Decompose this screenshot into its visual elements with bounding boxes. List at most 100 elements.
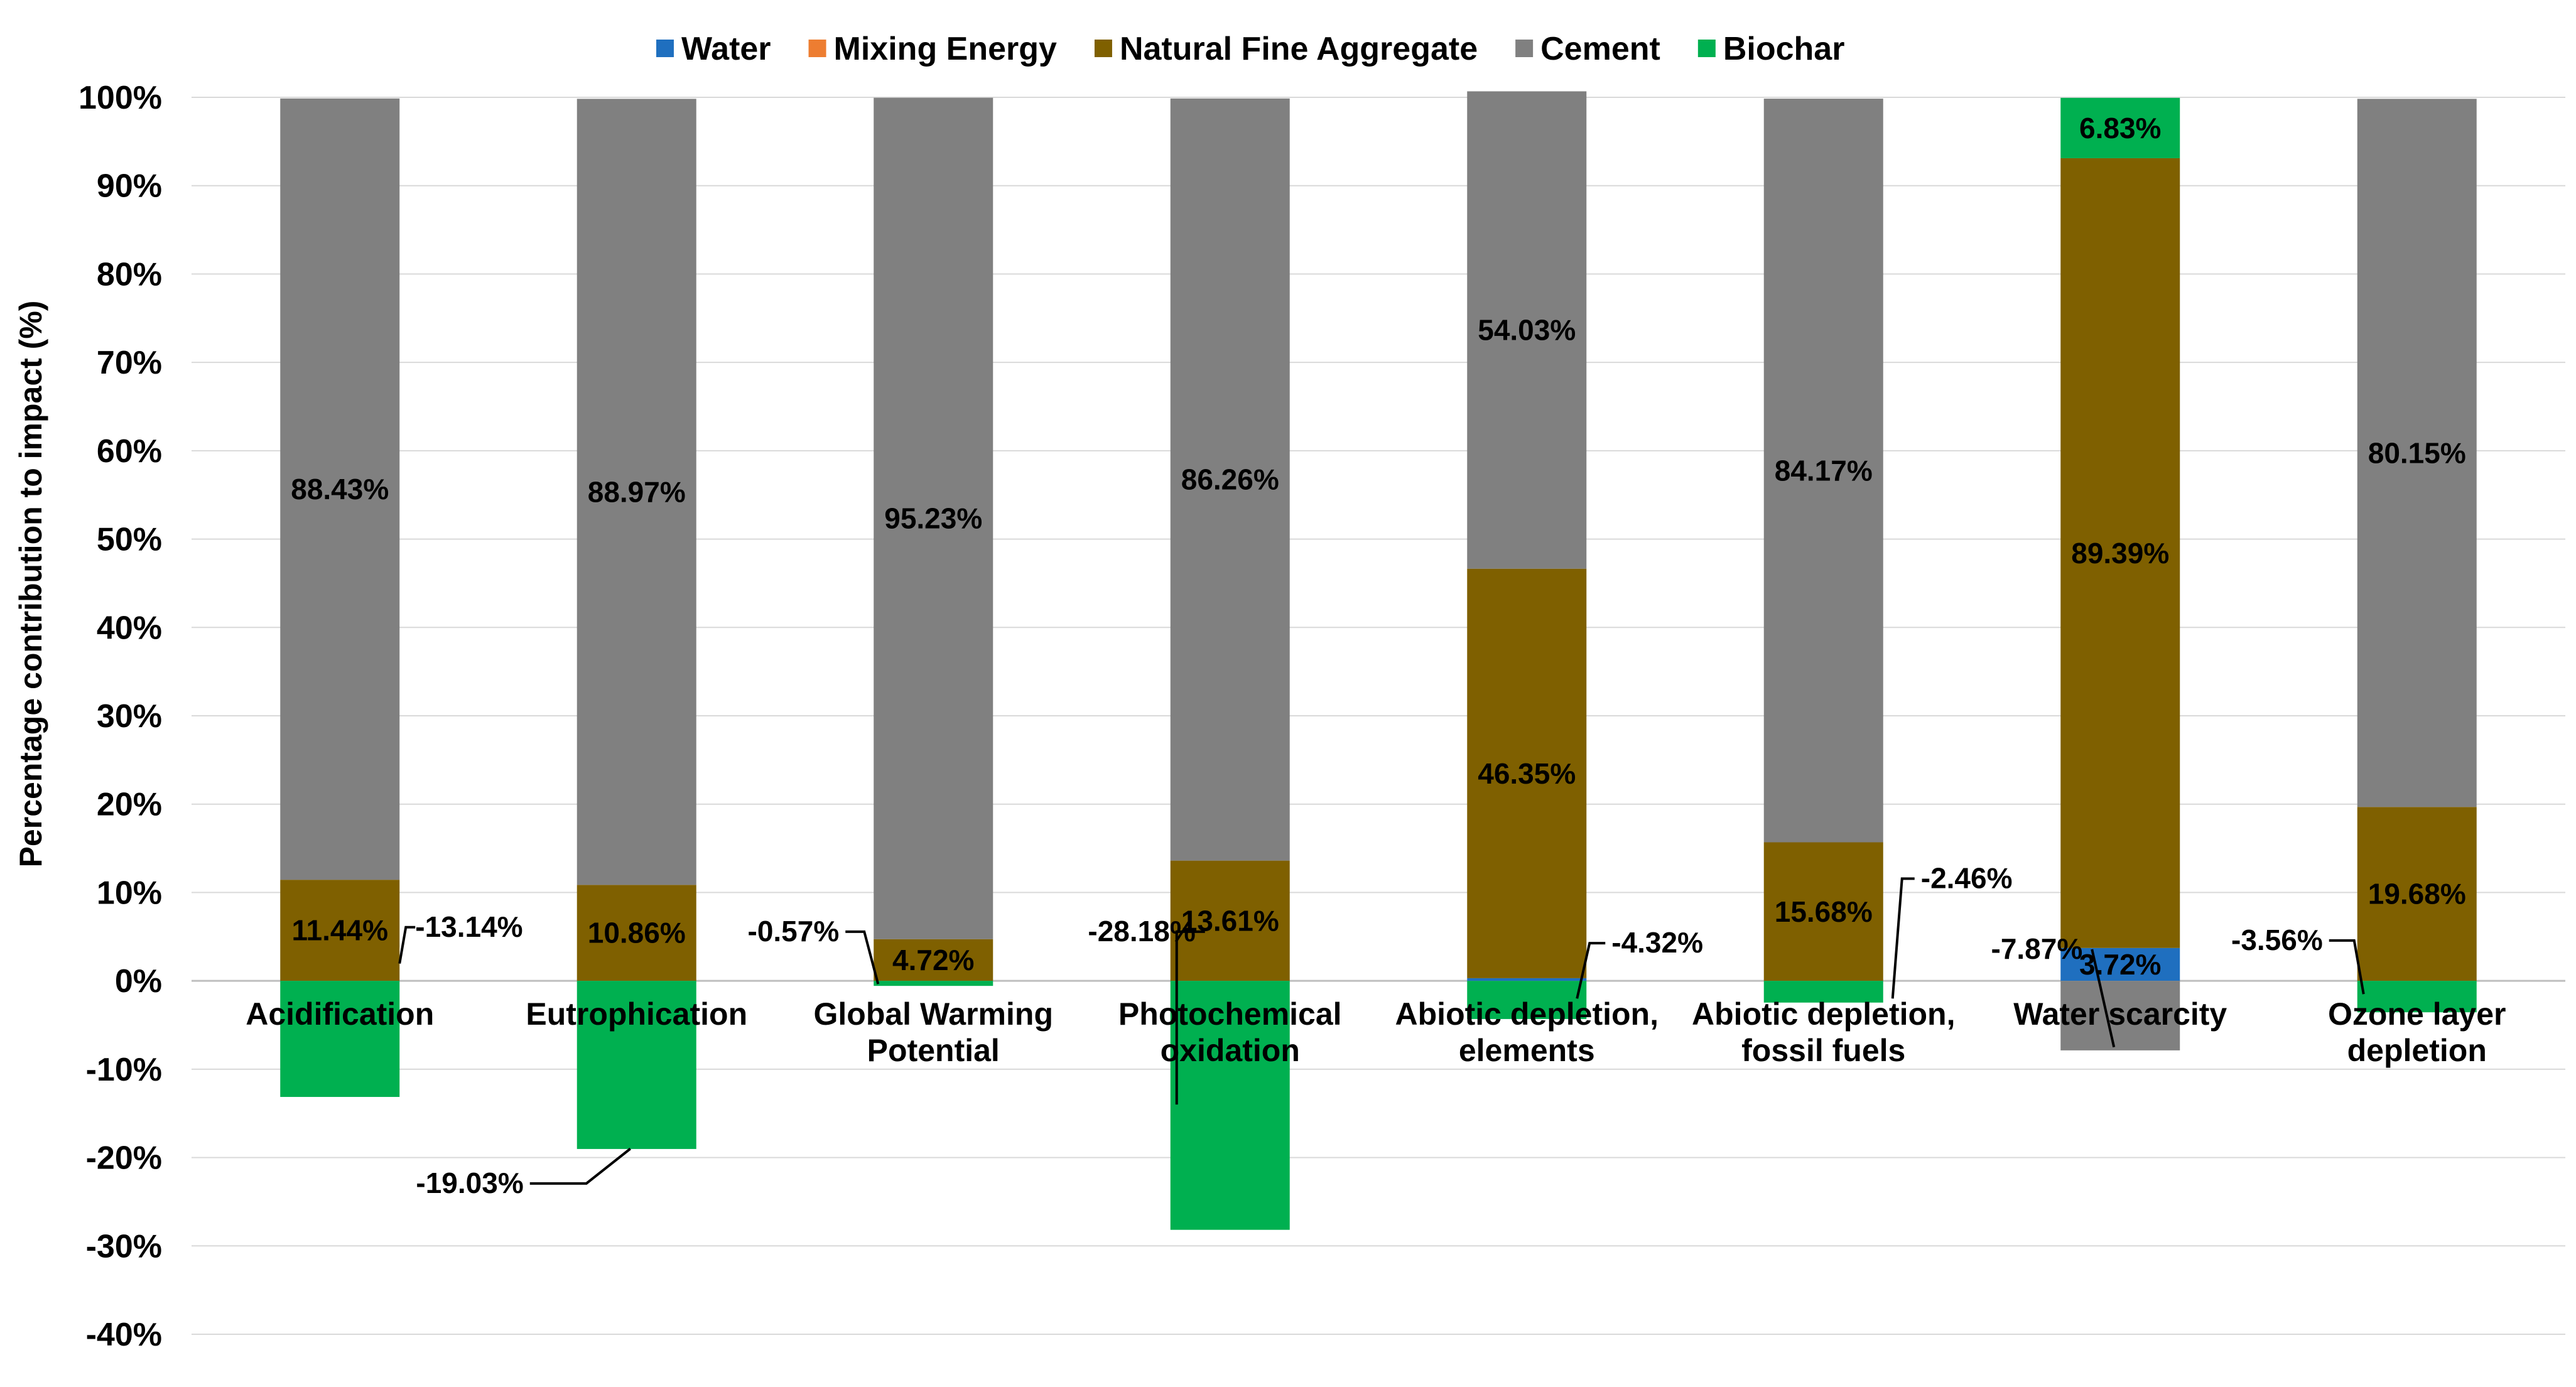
category-label: Ozone layer depletion bbox=[2328, 996, 2506, 1068]
data-label: -7.87% bbox=[1991, 932, 2083, 965]
callout-leader-line bbox=[1576, 942, 1606, 999]
data-label: 88.43% bbox=[291, 473, 389, 505]
category-label: Abiotic depletion, elements bbox=[1395, 996, 1659, 1068]
category-label-line: Global Warming bbox=[814, 996, 1054, 1032]
bars bbox=[280, 91, 2477, 1230]
data-label: 15.68% bbox=[1775, 895, 1873, 928]
data-label: -3.56% bbox=[2231, 924, 2323, 956]
category-label-line: Potential bbox=[867, 1033, 1000, 1068]
y-tick-label: 10% bbox=[97, 875, 162, 911]
data-label: 86.26% bbox=[1181, 463, 1279, 496]
callout-leader-line bbox=[2329, 939, 2365, 995]
category-label-line: Abiotic depletion, bbox=[1692, 996, 1955, 1032]
legend-swatch bbox=[1515, 40, 1534, 57]
data-label: 80.15% bbox=[2368, 436, 2466, 469]
data-label: -28.18% bbox=[1088, 915, 1195, 947]
bar-segment bbox=[2060, 158, 2180, 948]
legend-swatch bbox=[1094, 40, 1112, 57]
bar-segment bbox=[1763, 99, 1883, 843]
category-label: Photochemical oxidation bbox=[1118, 996, 1342, 1068]
bar-segment bbox=[874, 97, 993, 939]
bar-segment bbox=[280, 880, 400, 981]
y-tick-label: 90% bbox=[97, 168, 162, 205]
bar-segment bbox=[2357, 807, 2477, 981]
bar-segment bbox=[1467, 981, 1587, 1019]
bar-segment bbox=[280, 98, 400, 880]
data-label: 89.39% bbox=[2071, 537, 2169, 569]
bar-segment bbox=[1763, 981, 1883, 1003]
y-tick-label: 80% bbox=[97, 256, 162, 293]
y-tick-label: 0% bbox=[115, 963, 162, 1000]
data-label: 95.23% bbox=[884, 502, 982, 535]
bar-segment bbox=[1467, 978, 1587, 981]
category-label-line: Ozone layer bbox=[2328, 996, 2506, 1032]
legend-swatch bbox=[656, 40, 674, 57]
y-axis-title: Percentage contribution to impact (%) bbox=[13, 301, 48, 868]
bar-segment bbox=[576, 99, 696, 885]
y-tick-label: 70% bbox=[97, 345, 162, 381]
bar-segment bbox=[874, 939, 993, 981]
category-label: Abiotic depletion, fossil fuels bbox=[1692, 996, 1955, 1068]
data-label: -13.14% bbox=[415, 910, 522, 943]
category-label-line: Water scarcity bbox=[2013, 996, 2227, 1032]
category-label: Eutrophication bbox=[526, 996, 747, 1032]
bar-segment bbox=[1170, 98, 1290, 861]
data-label: -4.32% bbox=[1611, 926, 1703, 959]
category-labels: Acidification Eutrophication Global Warmin… bbox=[246, 996, 2506, 1068]
category-label-line: Abiotic depletion, bbox=[1395, 996, 1659, 1032]
bar-segment bbox=[1170, 860, 1290, 981]
data-label: 10.86% bbox=[588, 917, 686, 949]
data-label: 54.03% bbox=[1478, 314, 1576, 347]
data-label: 46.35% bbox=[1478, 757, 1576, 790]
data-label: -19.03% bbox=[416, 1167, 523, 1199]
bar-segment bbox=[576, 981, 696, 1149]
callout-leader-line bbox=[529, 1147, 631, 1185]
category-label-line: depletion bbox=[2347, 1033, 2487, 1068]
y-tick-label: -10% bbox=[86, 1052, 162, 1088]
y-tick-label: 50% bbox=[97, 522, 162, 558]
data-label: -0.57% bbox=[748, 915, 840, 947]
data-label: 84.17% bbox=[1775, 454, 1873, 487]
bar-segment bbox=[2357, 981, 2477, 1013]
category-label-line: oxidation bbox=[1161, 1033, 1300, 1068]
category-label: Global Warming Potential bbox=[814, 996, 1054, 1068]
callout-leader-line bbox=[2091, 949, 2116, 1048]
bar-segment bbox=[2060, 981, 2180, 1050]
y-tick-label: 40% bbox=[97, 610, 162, 646]
y-tick-label: -30% bbox=[86, 1228, 162, 1265]
data-labels: 11.44% 88.43% -13.14% 10.86% 88.97% -19.03% 4.… bbox=[291, 112, 2466, 1199]
bar-segment bbox=[576, 885, 696, 981]
category-label-line: Acidification bbox=[246, 996, 434, 1032]
callout-leader-line bbox=[1891, 877, 1915, 999]
bar-segment bbox=[874, 981, 993, 986]
bar-segment bbox=[1467, 568, 1587, 978]
callout-leader-line bbox=[398, 926, 416, 964]
y-tick-label: 20% bbox=[97, 787, 162, 823]
legend-label: Cement bbox=[1540, 31, 1660, 67]
legend-label: Water bbox=[681, 31, 771, 67]
category-label-line: fossil fuels bbox=[1741, 1033, 1905, 1068]
category-label-line: elements bbox=[1459, 1033, 1595, 1068]
bar-segment bbox=[1170, 981, 1290, 1230]
y-axis: 100% 90% 80% 70% 60% 50% 40% 30% 20% 10% 0% -10% -20… bbox=[78, 80, 162, 1353]
data-label: -2.46% bbox=[1921, 861, 2013, 894]
legend: Water Mixing Energy Natural Fine Aggregate… bbox=[656, 31, 1844, 67]
callout-leader-line bbox=[845, 930, 880, 985]
category-label-line: Eutrophication bbox=[526, 996, 747, 1032]
category-label-line: Photochemical bbox=[1118, 996, 1342, 1032]
y-tick-label: 30% bbox=[97, 698, 162, 735]
legend-label: Mixing Energy bbox=[834, 31, 1057, 67]
bar-segment bbox=[1467, 91, 1587, 569]
bar-segment bbox=[280, 981, 400, 1098]
data-label: 11.44% bbox=[292, 914, 388, 947]
bar-segment bbox=[2357, 99, 2477, 807]
callout-leader-line bbox=[1175, 930, 1205, 1105]
bar-segment bbox=[1763, 842, 1883, 981]
y-tick-label: 100% bbox=[78, 80, 162, 116]
legend-label: Biochar bbox=[1723, 31, 1845, 67]
legend-swatch bbox=[1697, 40, 1716, 57]
y-tick-label: -40% bbox=[86, 1317, 162, 1353]
gridlines bbox=[192, 97, 2565, 1335]
